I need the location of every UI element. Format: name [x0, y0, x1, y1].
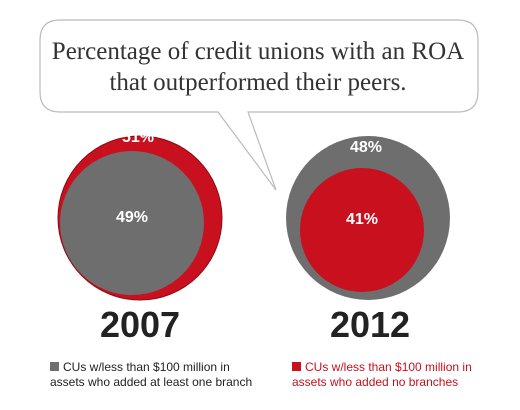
year-label-2012: 2012 [329, 304, 411, 345]
legend-item-no-branches: CUs w/less than $100 million in assets w… [292, 360, 472, 390]
speech-bubble [39, 19, 479, 191]
legend-label-line2: assets who added at least one branch [50, 375, 253, 389]
year-label-2007: 2007 [99, 304, 181, 345]
chart-title: Percentage of credit unions with an ROA … [51, 38, 465, 96]
bubble-2007-added-branch [60, 151, 204, 295]
legend-item-added-branch: CUs w/less than $100 million in assets w… [50, 360, 252, 390]
bubble-2012-no-branches [300, 168, 424, 292]
legend-label-line1: CUs w/less than $100 million in [305, 360, 472, 374]
legend-swatch-added-branch [50, 362, 59, 371]
value-label-2007-added-branch: 49% [115, 209, 149, 226]
value-label-2012-no-branches: 41% [345, 211, 379, 228]
legend-label-line2: assets who added no branches [292, 375, 459, 389]
speech-bubble-outline [39, 19, 479, 191]
value-label-2012-added-branch: 48% [349, 139, 383, 156]
legend-swatch-no-branches [292, 362, 301, 371]
legend-label-line1: CUs w/less than $100 million in [63, 360, 230, 374]
value-label-2007-no-branches: 51% [121, 129, 155, 146]
